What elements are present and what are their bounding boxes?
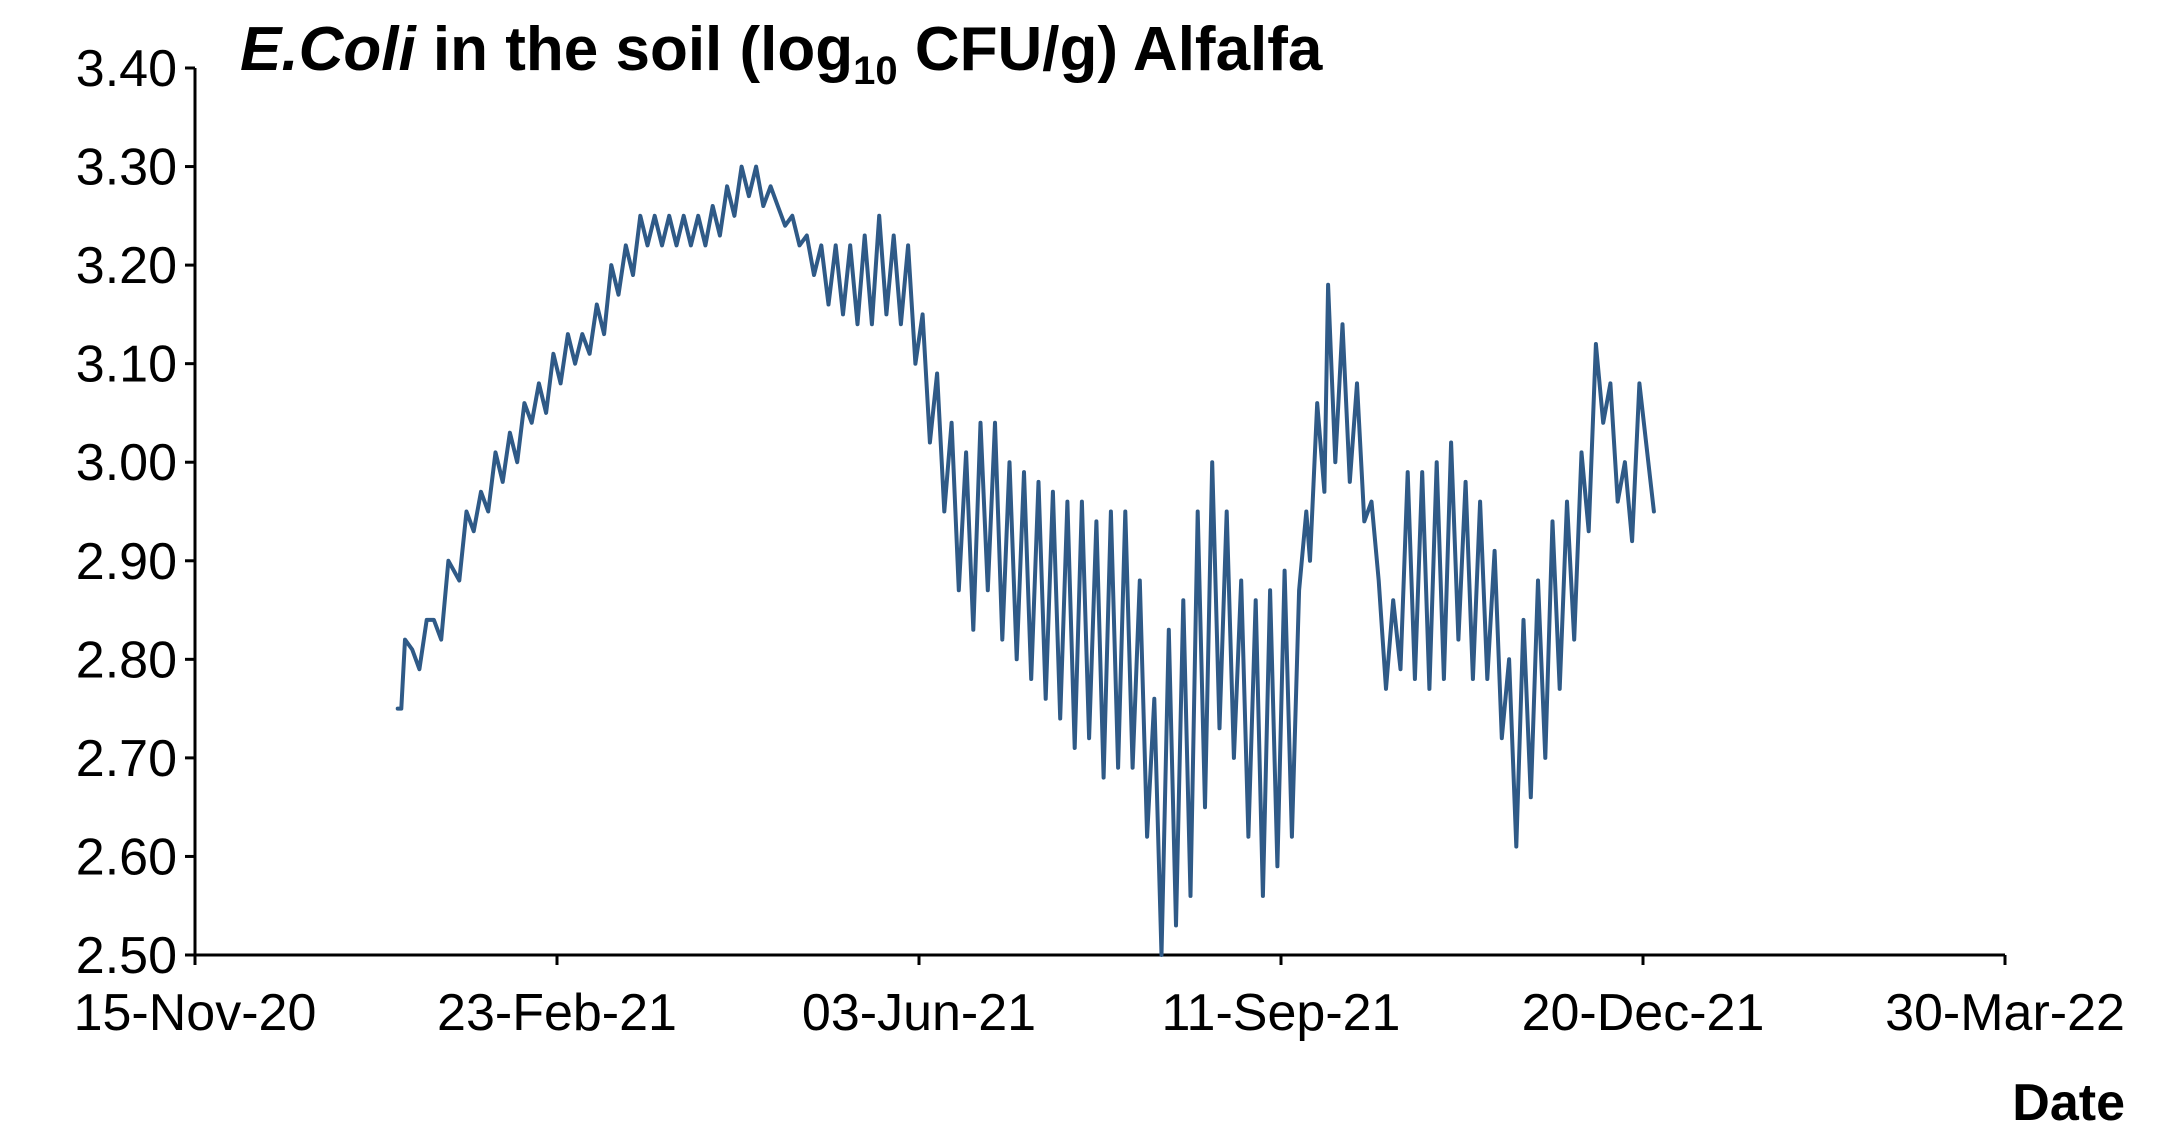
- y-tick-label: 2.80: [76, 631, 177, 689]
- chart-title-subscript: 10: [853, 49, 898, 93]
- x-tick-label: 03-Jun-21: [802, 984, 1036, 1042]
- y-tick-label: 2.60: [76, 828, 177, 886]
- x-tick-label: 23-Feb-21: [437, 984, 677, 1042]
- chart-title-italic: E.Coli: [240, 15, 417, 84]
- x-tick-label: 11-Sep-21: [1162, 984, 1401, 1042]
- y-tick-label: 3.30: [76, 139, 177, 197]
- x-tick-label: 15-Nov-20: [74, 984, 317, 1042]
- y-tick-label: 3.00: [76, 434, 177, 492]
- x-axis-ticks: 15-Nov-20 23-Feb-21 03-Jun-21 11-Sep-21 20-D…: [74, 955, 2125, 1042]
- chart-title-rest: CFU/g) Alfalfa: [898, 15, 1323, 84]
- x-tick-label: 20-Dec-21: [1522, 984, 1765, 1042]
- y-tick-label: 3.40: [76, 40, 177, 98]
- y-tick-label: 3.20: [76, 237, 177, 295]
- ecoli-series-line: [395, 164, 1656, 957]
- x-tick-label: 30-Mar-22: [1885, 984, 2125, 1042]
- y-tick-label: 2.70: [76, 730, 177, 788]
- y-tick-label: 2.50: [76, 927, 177, 985]
- y-axis-ticks: 2.50 2.60 2.70 2.80 2.90 3.00 3.10 3.20 3.30 3.40: [76, 40, 195, 985]
- y-tick-label: 2.90: [76, 533, 177, 591]
- chart-title-main: in the soil (log: [416, 15, 853, 84]
- x-axis-label: Date: [2012, 1074, 2125, 1132]
- chart-title: E.Coli in the soil (log10 CFU/g) Alfalfa: [240, 15, 1323, 93]
- y-tick-label: 3.10: [76, 336, 177, 394]
